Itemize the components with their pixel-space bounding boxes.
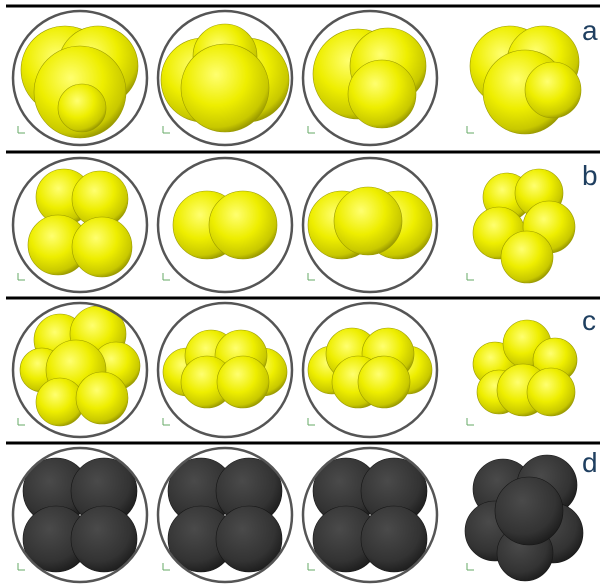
bounding-circle: [156, 301, 294, 439]
axis-icon: [466, 126, 474, 134]
axis-icon: [162, 563, 170, 571]
bounding-circle: [11, 9, 149, 147]
sphere: [75, 371, 129, 425]
axis-icon: [17, 126, 25, 134]
panel-label: c: [582, 305, 596, 336]
cluster: [22, 457, 138, 573]
sphere: [70, 505, 138, 573]
cluster: [464, 454, 584, 582]
cluster: [469, 25, 582, 135]
panel-label: d: [582, 447, 598, 478]
axis-icon: [466, 273, 474, 281]
sphere: [215, 505, 283, 573]
bounding-circle: [301, 446, 439, 584]
sphere: [216, 355, 270, 409]
bounding-circle: [11, 156, 149, 294]
bounding-circle: [301, 9, 439, 147]
cluster: [472, 319, 578, 417]
bounding-circle: [156, 156, 294, 294]
sphere: [347, 59, 417, 129]
sphere: [360, 505, 428, 573]
cluster: [160, 23, 290, 133]
sphere: [524, 61, 582, 119]
bounding-circle: [156, 9, 294, 147]
axis-icon: [17, 563, 25, 571]
sphere: [494, 476, 564, 546]
sphere: [526, 367, 576, 417]
axis-icon: [162, 126, 170, 134]
cluster: [19, 305, 141, 427]
cluster: [307, 327, 433, 409]
bounding-circle: [11, 446, 149, 584]
sphere: [333, 186, 403, 256]
axis-icon: [307, 418, 315, 426]
axis-icon: [162, 418, 170, 426]
panel-label: a: [582, 15, 598, 46]
sphere: [180, 43, 270, 133]
cluster: [172, 190, 278, 260]
sphere: [357, 355, 411, 409]
cluster: [312, 457, 428, 573]
axis-icon: [17, 273, 25, 281]
axis-icon: [307, 126, 315, 134]
panel-label: b: [582, 160, 598, 191]
cluster: [27, 168, 133, 278]
bounding-circle: [301, 156, 439, 294]
axis-icon: [466, 418, 474, 426]
sphere: [208, 190, 278, 260]
bounding-circle: [11, 301, 149, 439]
sphere: [71, 216, 133, 278]
axis-icon: [466, 563, 474, 571]
bounding-circle: [156, 446, 294, 584]
axis-icon: [17, 418, 25, 426]
cluster: [307, 186, 433, 260]
sphere: [57, 83, 107, 133]
axis-icon: [307, 563, 315, 571]
sphere: [500, 230, 554, 284]
cluster: [167, 457, 283, 573]
cluster: [472, 168, 576, 284]
cluster: [312, 27, 427, 129]
cluster: [162, 329, 288, 409]
axis-icon: [307, 273, 315, 281]
axis-icon: [162, 273, 170, 281]
cluster: [20, 25, 139, 139]
bounding-circle: [301, 301, 439, 439]
